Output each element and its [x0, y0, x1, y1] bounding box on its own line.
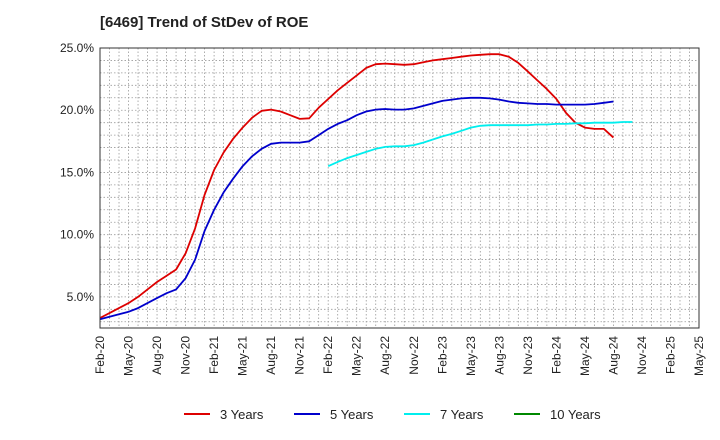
x-tick-label: May-21 [236, 336, 250, 376]
x-tick-label: Nov-22 [407, 336, 421, 375]
x-tick-label: Feb-24 [549, 336, 563, 374]
y-tick-label: 5.0% [67, 290, 95, 304]
series-line-1 [99, 53, 615, 319]
y-tick-label: 15.0% [60, 165, 94, 179]
legend-label-4: 10 Years [550, 407, 601, 422]
x-tick-label: May-23 [464, 336, 478, 376]
x-tick-label: Feb-23 [435, 336, 449, 374]
y-tick-label: 20.0% [60, 103, 94, 117]
legend: 3 Years 5 Years 7 Years 10 Years [184, 407, 601, 422]
legend-label-1: 3 Years [220, 407, 264, 422]
x-tick-label: Aug-23 [492, 336, 506, 375]
x-tick-label: Feb-21 [207, 336, 221, 374]
x-tick-label: Feb-25 [663, 336, 677, 374]
x-tick-label: Aug-21 [264, 336, 278, 375]
x-tick-label: Feb-20 [93, 336, 107, 374]
legend-label-3: 7 Years [440, 407, 484, 422]
y-tick-label: 25.0% [60, 41, 94, 55]
legend-label-2: 5 Years [330, 407, 374, 422]
x-tick-label: Nov-23 [521, 336, 535, 375]
x-tick-label: May-20 [122, 336, 136, 376]
x-tick-label: Nov-24 [635, 336, 649, 375]
axis-layer: 5.0% 10.0% 15.0% 20.0% 25.0% Feb-20 May-20 Aug-… [60, 41, 706, 376]
series-line-2 [99, 96, 614, 321]
y-tick-label: 10.0% [60, 228, 94, 242]
x-tick-label: Nov-20 [179, 336, 193, 375]
plot-frame [99, 47, 700, 329]
x-tick-label: May-24 [578, 336, 592, 376]
x-tick-label: Aug-20 [150, 336, 164, 375]
x-tick-label: May-22 [350, 336, 364, 376]
series-line-3 [327, 121, 633, 168]
x-tick-label: Aug-22 [378, 336, 392, 375]
chart-title: [6469] Trend of StDev of ROE [100, 14, 309, 31]
x-tick-label: Aug-24 [606, 336, 620, 375]
series-layer [99, 53, 633, 321]
x-tick-label: May-25 [692, 336, 706, 376]
x-tick-label: Feb-22 [321, 336, 335, 374]
grid-layer [99, 47, 700, 328]
x-tick-label: Nov-21 [293, 336, 307, 375]
